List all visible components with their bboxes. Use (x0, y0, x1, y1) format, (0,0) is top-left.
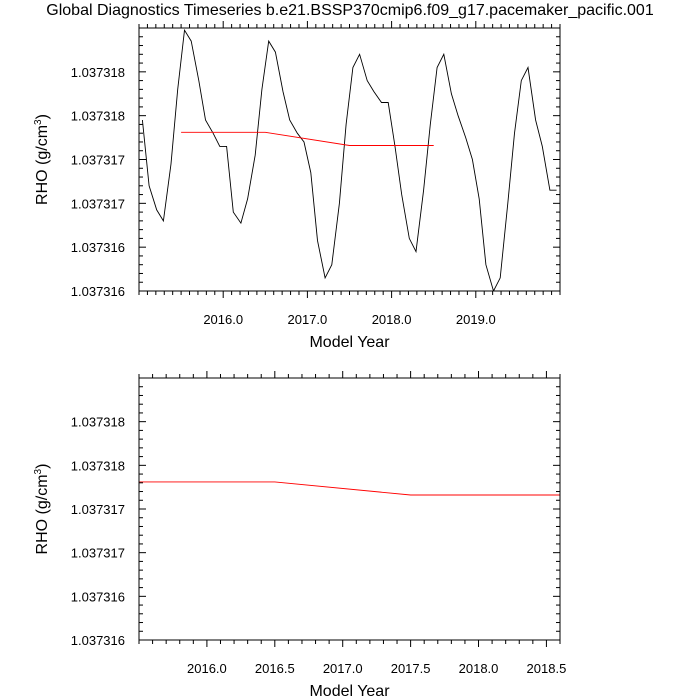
y-tick-label: 1.037317 (71, 196, 125, 211)
x-tick-label: 2016.0 (187, 661, 227, 676)
plot-frame (138, 377, 561, 641)
y-tick-label: 1.037317 (71, 153, 125, 168)
x-axis-label: Model Year (309, 683, 390, 700)
y-tick-label: 1.037318 (71, 458, 125, 473)
y-tick-label: 1.037318 (71, 415, 125, 430)
x-tick-label: 2018.5 (527, 661, 567, 676)
y-tick-label: 1.037316 (71, 633, 125, 648)
x-tick-label: 2019.0 (456, 312, 496, 327)
y-axis-label-text: RHO (g/cm (34, 125, 51, 205)
series-line-0 (141, 28, 557, 291)
y-axis-label-superscript: 3 (33, 468, 44, 474)
x-tick-label: 2018.0 (372, 312, 412, 327)
bottom-panel: 1.037316 1.037316 1.037317 1.037317 1.037318… (33, 371, 566, 700)
y-axis-label-superscript: 3 (33, 119, 44, 125)
page-title: Global Diagnostics Timeseries b.e21.BSSP… (46, 2, 654, 19)
x-tick-label: 2016.5 (255, 661, 295, 676)
plot-frame (138, 27, 561, 292)
y-axis-label: RHO (g/cm3) (33, 464, 51, 555)
top-panel: 1.037316 1.037316 1.037317 1.037317 1.037318… (33, 21, 561, 351)
x-tick-label: 2018.0 (459, 661, 499, 676)
y-tick-label: 1.037316 (71, 240, 125, 255)
y-axis-label-close: ) (34, 464, 51, 469)
x-tick-label: 2017.5 (391, 661, 431, 676)
y-axis-label-close: ) (34, 114, 51, 119)
series-line-0 (139, 481, 560, 496)
x-axis-label: Model Year (309, 334, 390, 351)
x-tick-label: 2017.0 (323, 661, 363, 676)
y-tick-label: 1.037316 (71, 589, 125, 604)
y-tick-label: 1.037317 (71, 502, 125, 517)
y-tick-label: 1.037317 (71, 546, 125, 561)
series-line-1 (181, 131, 434, 146)
y-tick-label: 1.037316 (71, 284, 125, 299)
x-tick-label: 2017.0 (288, 312, 328, 327)
y-axis-label: RHO (g/cm3) (33, 114, 51, 205)
y-tick-label: 1.037318 (71, 65, 125, 80)
y-tick-label: 1.037318 (71, 109, 125, 124)
x-tick-label: 2016.0 (203, 312, 243, 327)
y-axis-label-text: RHO (g/cm (34, 474, 51, 554)
